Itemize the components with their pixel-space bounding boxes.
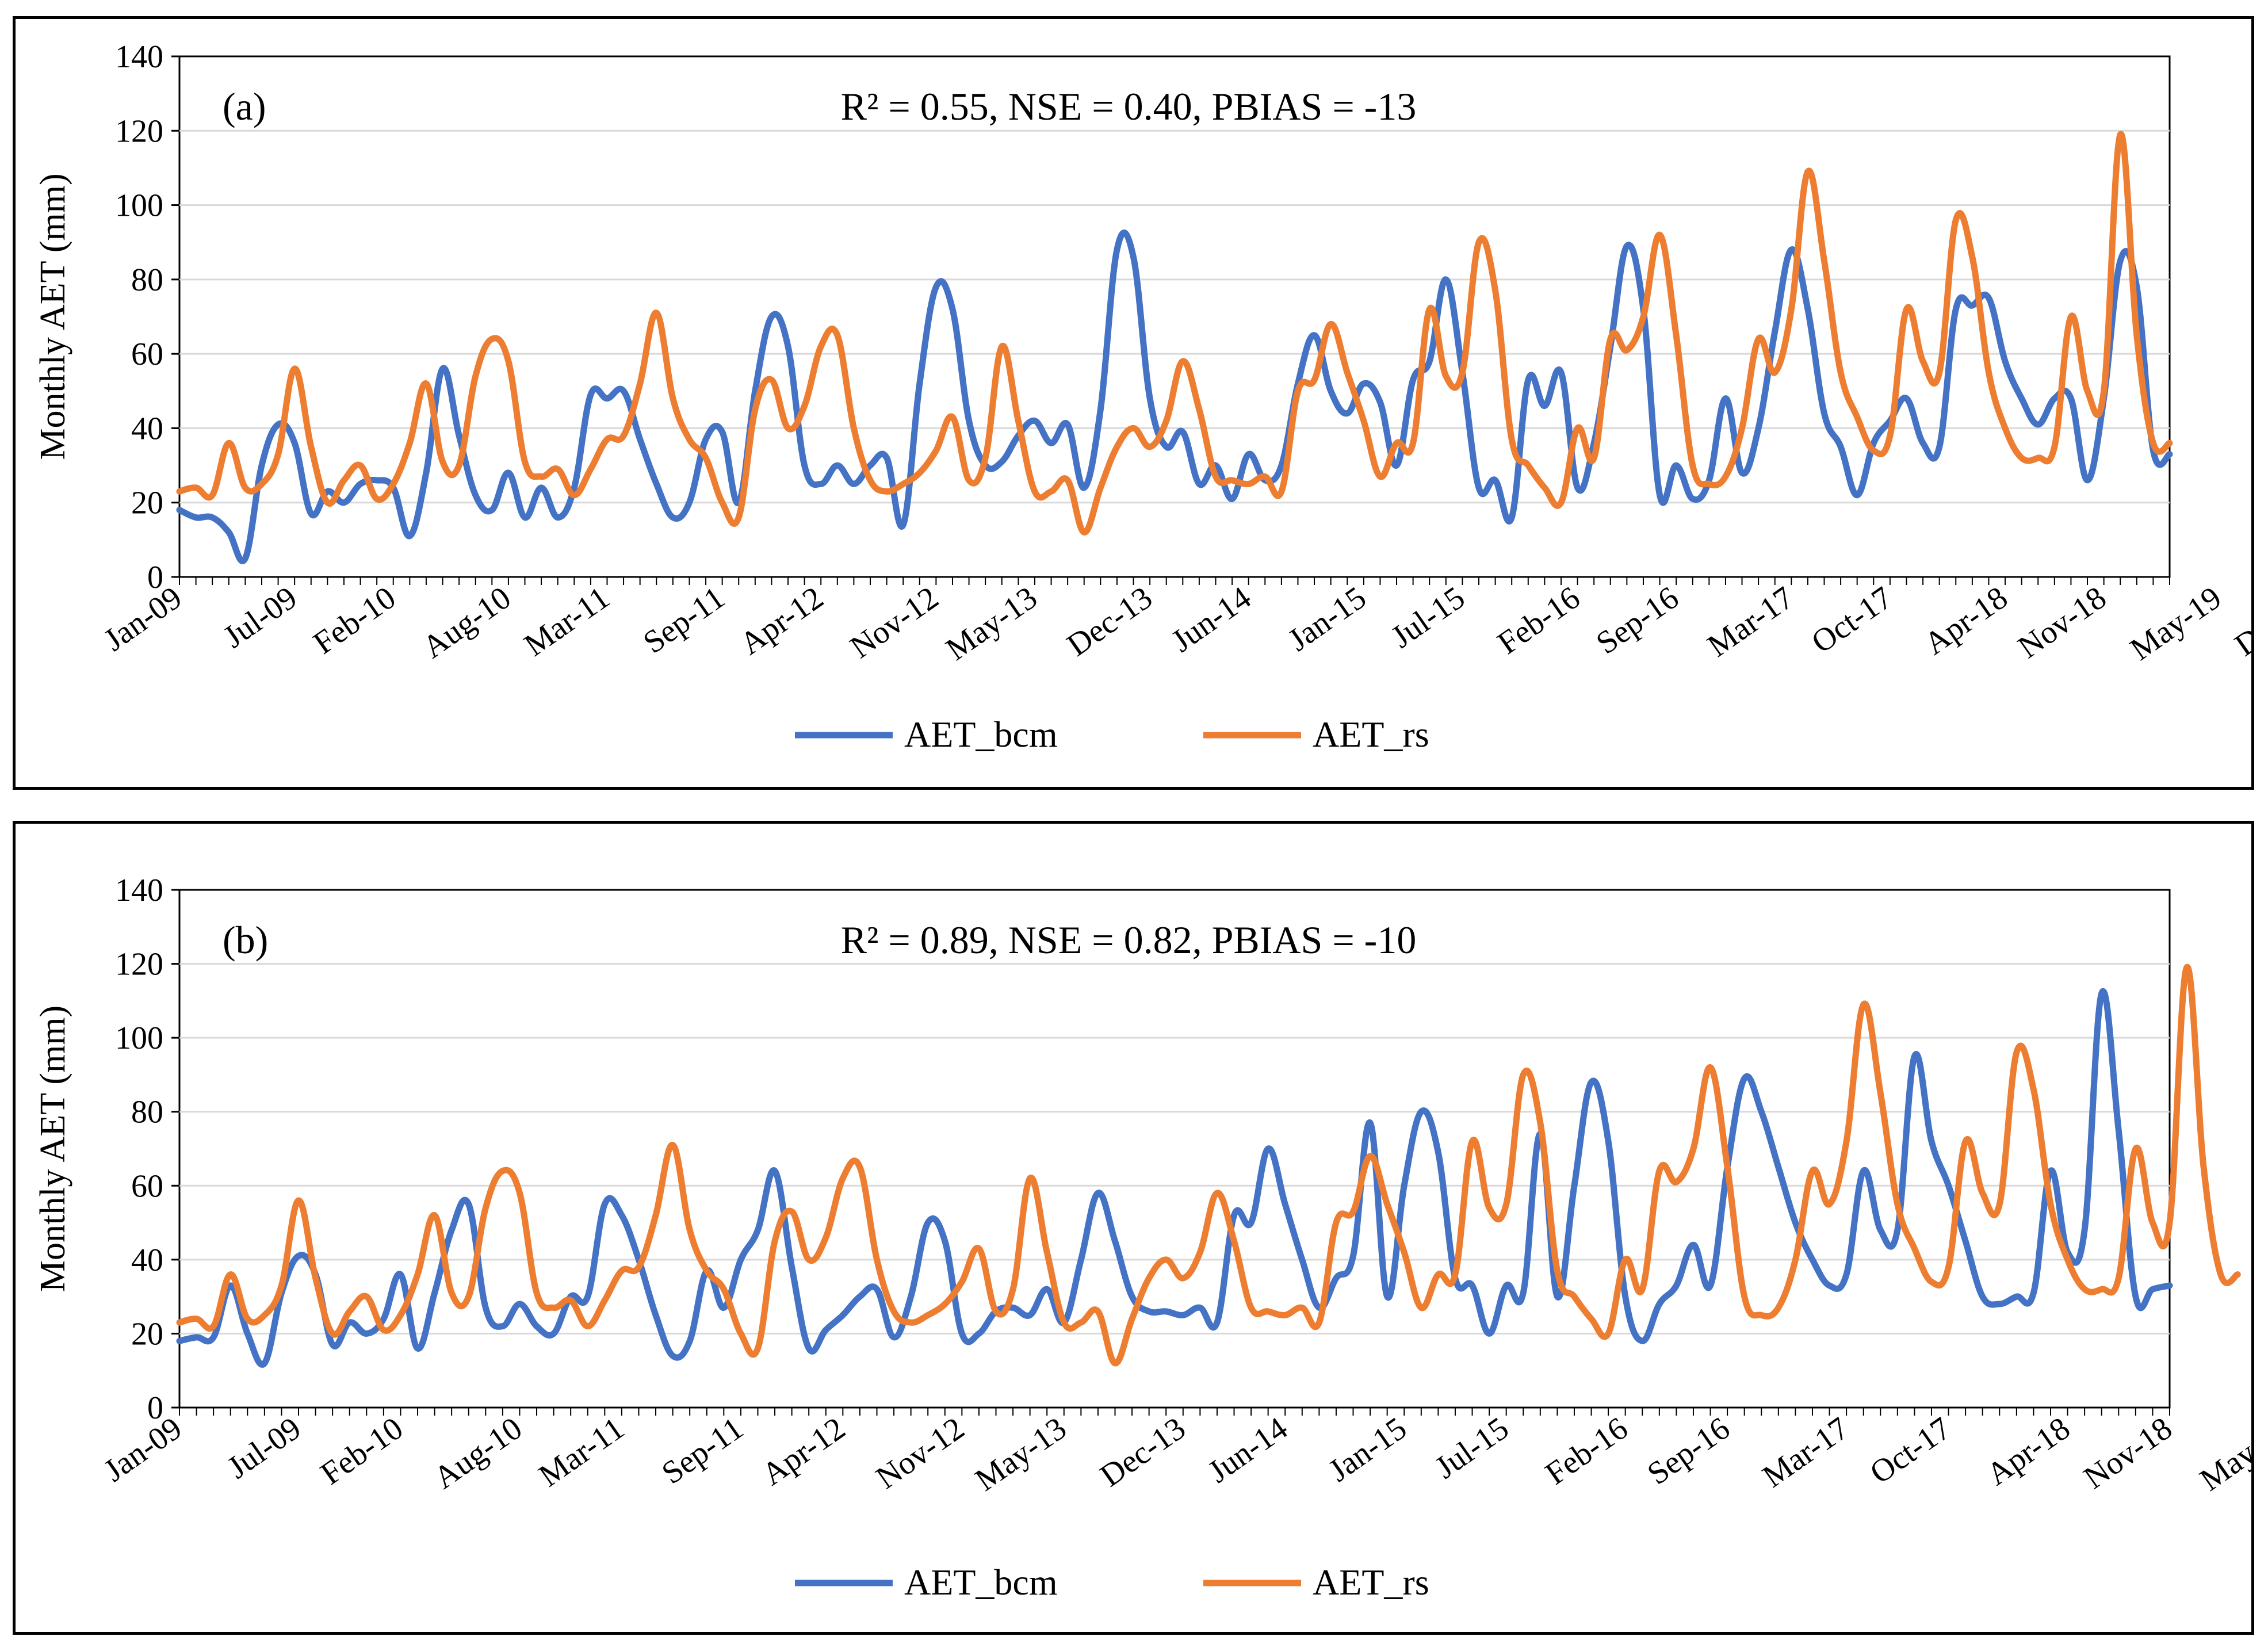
panel-label: (a) [223,85,266,128]
x-tick-label: Dec-13 [1061,580,1159,663]
x-tick-label: Jul-09 [221,1410,307,1486]
x-tick-label: Sep-16 [1641,1410,1737,1492]
x-tick-label: Mar-17 [1756,1410,1855,1494]
x-tick-label: Apr-18 [1918,580,2014,662]
x-tick-label: Jan-09 [98,1410,189,1489]
x-tick-label: Sep-11 [637,580,731,661]
chart-svg-b: 0 20 40 60 80 100 120 140 Jan-09 Jul-09 Feb-10 Aug-… [33,873,2251,1603]
x-tick-label: May-13 [940,580,1044,667]
series-line-aet-bcm [176,988,2173,1368]
x-tick-label: Feb-10 [314,1410,410,1492]
legend-label: AET_bcm [904,1562,1058,1603]
x-tick-label: Mar-17 [1701,580,1800,664]
x-tick-label: Nov-18 [2078,1410,2179,1496]
x-tick-label: Jul-15 [1385,580,1471,655]
y-tick-label: 100 [115,188,163,224]
series-line-aet-rs [176,131,2173,536]
x-tick-label: Jan-15 [1322,1410,1413,1489]
y-tick-label: 20 [131,485,163,521]
y-tick-label: 0 [147,560,163,595]
x-tick-label: Sep-16 [1590,580,1685,662]
x-tick-label: Feb-16 [1539,1410,1635,1492]
x-tick-label: Feb-10 [307,580,403,662]
panel-label: (b) [223,918,268,962]
y-tick-label: 40 [131,1242,163,1278]
x-tick-label: Jan-15 [1282,580,1372,658]
y-tick-label: 100 [115,1020,163,1056]
series-line-aet-bcm [176,230,2173,564]
stats-annotation: R² = 0.55, NSE = 0.40, PBIAS = -13 [841,85,1417,128]
series-line-aet-rs [176,963,2241,1367]
x-tick-label: Oct-17 [1805,580,1899,660]
x-tick-label: Aug-10 [427,1410,529,1496]
y-tick-label: 60 [131,337,163,372]
y-tick-label: 120 [115,113,163,149]
x-tick-label: Aug-10 [416,580,518,666]
x-tick-label: Nov-12 [870,1410,971,1496]
legend-label: AET_rs [1313,1562,1429,1603]
x-tick-label: May-13 [969,1410,1073,1498]
x-tick-label: Oct-17 [1864,1410,1957,1491]
y-tick-label: 120 [115,947,163,982]
x-tick-label: May-19 [2194,1410,2251,1498]
x-tick-label: Nov-12 [844,580,945,666]
y-tick-label: 60 [131,1168,163,1204]
x-tick-label: Feb-16 [1491,580,1587,662]
y-tick-label: 80 [131,262,163,298]
x-tick-label: Mar-11 [533,1410,631,1494]
y-axis-title: Monthly AET (mm) [33,1005,72,1292]
y-tick-label: 0 [147,1390,163,1426]
chart-svg-a: 0 20 40 60 80 100 120 140 Jan-09 Jul-09 Feb-10 Aug-… [33,39,2251,755]
y-tick-label: 140 [115,873,163,908]
x-tick-label: Apr-12 [756,1410,852,1493]
x-tick-label: Dec-13 [1094,1410,1192,1494]
stats-annotation: R² = 0.89, NSE = 0.82, PBIAS = -10 [841,918,1417,962]
plot-area-a [178,55,2171,578]
x-tick-label: Jul-09 [217,580,303,655]
x-tick-label: May-19 [2124,580,2228,667]
chart-panel-b: 0 20 40 60 80 100 120 140 Jan-09 Jul-09 Feb-10 Aug-… [13,821,2254,1635]
plot-area-b [178,889,2171,1409]
x-tick-label: Nov-18 [2011,580,2113,666]
x-tick-label: Mar-11 [518,580,616,663]
x-tick-label: Jul-15 [1429,1410,1515,1486]
x-tick-label: Jun-14 [1202,1410,1294,1490]
legend-label: AET_rs [1313,714,1429,755]
y-tick-label: 20 [131,1316,163,1352]
legend-label: AET_bcm [904,714,1058,755]
x-tick-label: Sep-11 [656,1410,750,1492]
x-tick-label: Jun-14 [1165,580,1257,659]
y-tick-label: 80 [131,1095,163,1130]
x-tick-label: Apr-18 [1980,1410,2076,1493]
x-tick-label: Dec-19 [2228,580,2251,663]
x-tick-label: Apr-12 [734,580,830,662]
x-tick-label: Jan-09 [98,580,189,658]
y-tick-label: 140 [115,39,163,75]
chart-panel-a: 0 20 40 60 80 100 120 140 Jan-09 Jul-09 Feb-10 Aug-… [13,16,2254,790]
y-tick-label: 40 [131,411,163,446]
y-axis-title: Monthly AET (mm) [33,173,72,460]
